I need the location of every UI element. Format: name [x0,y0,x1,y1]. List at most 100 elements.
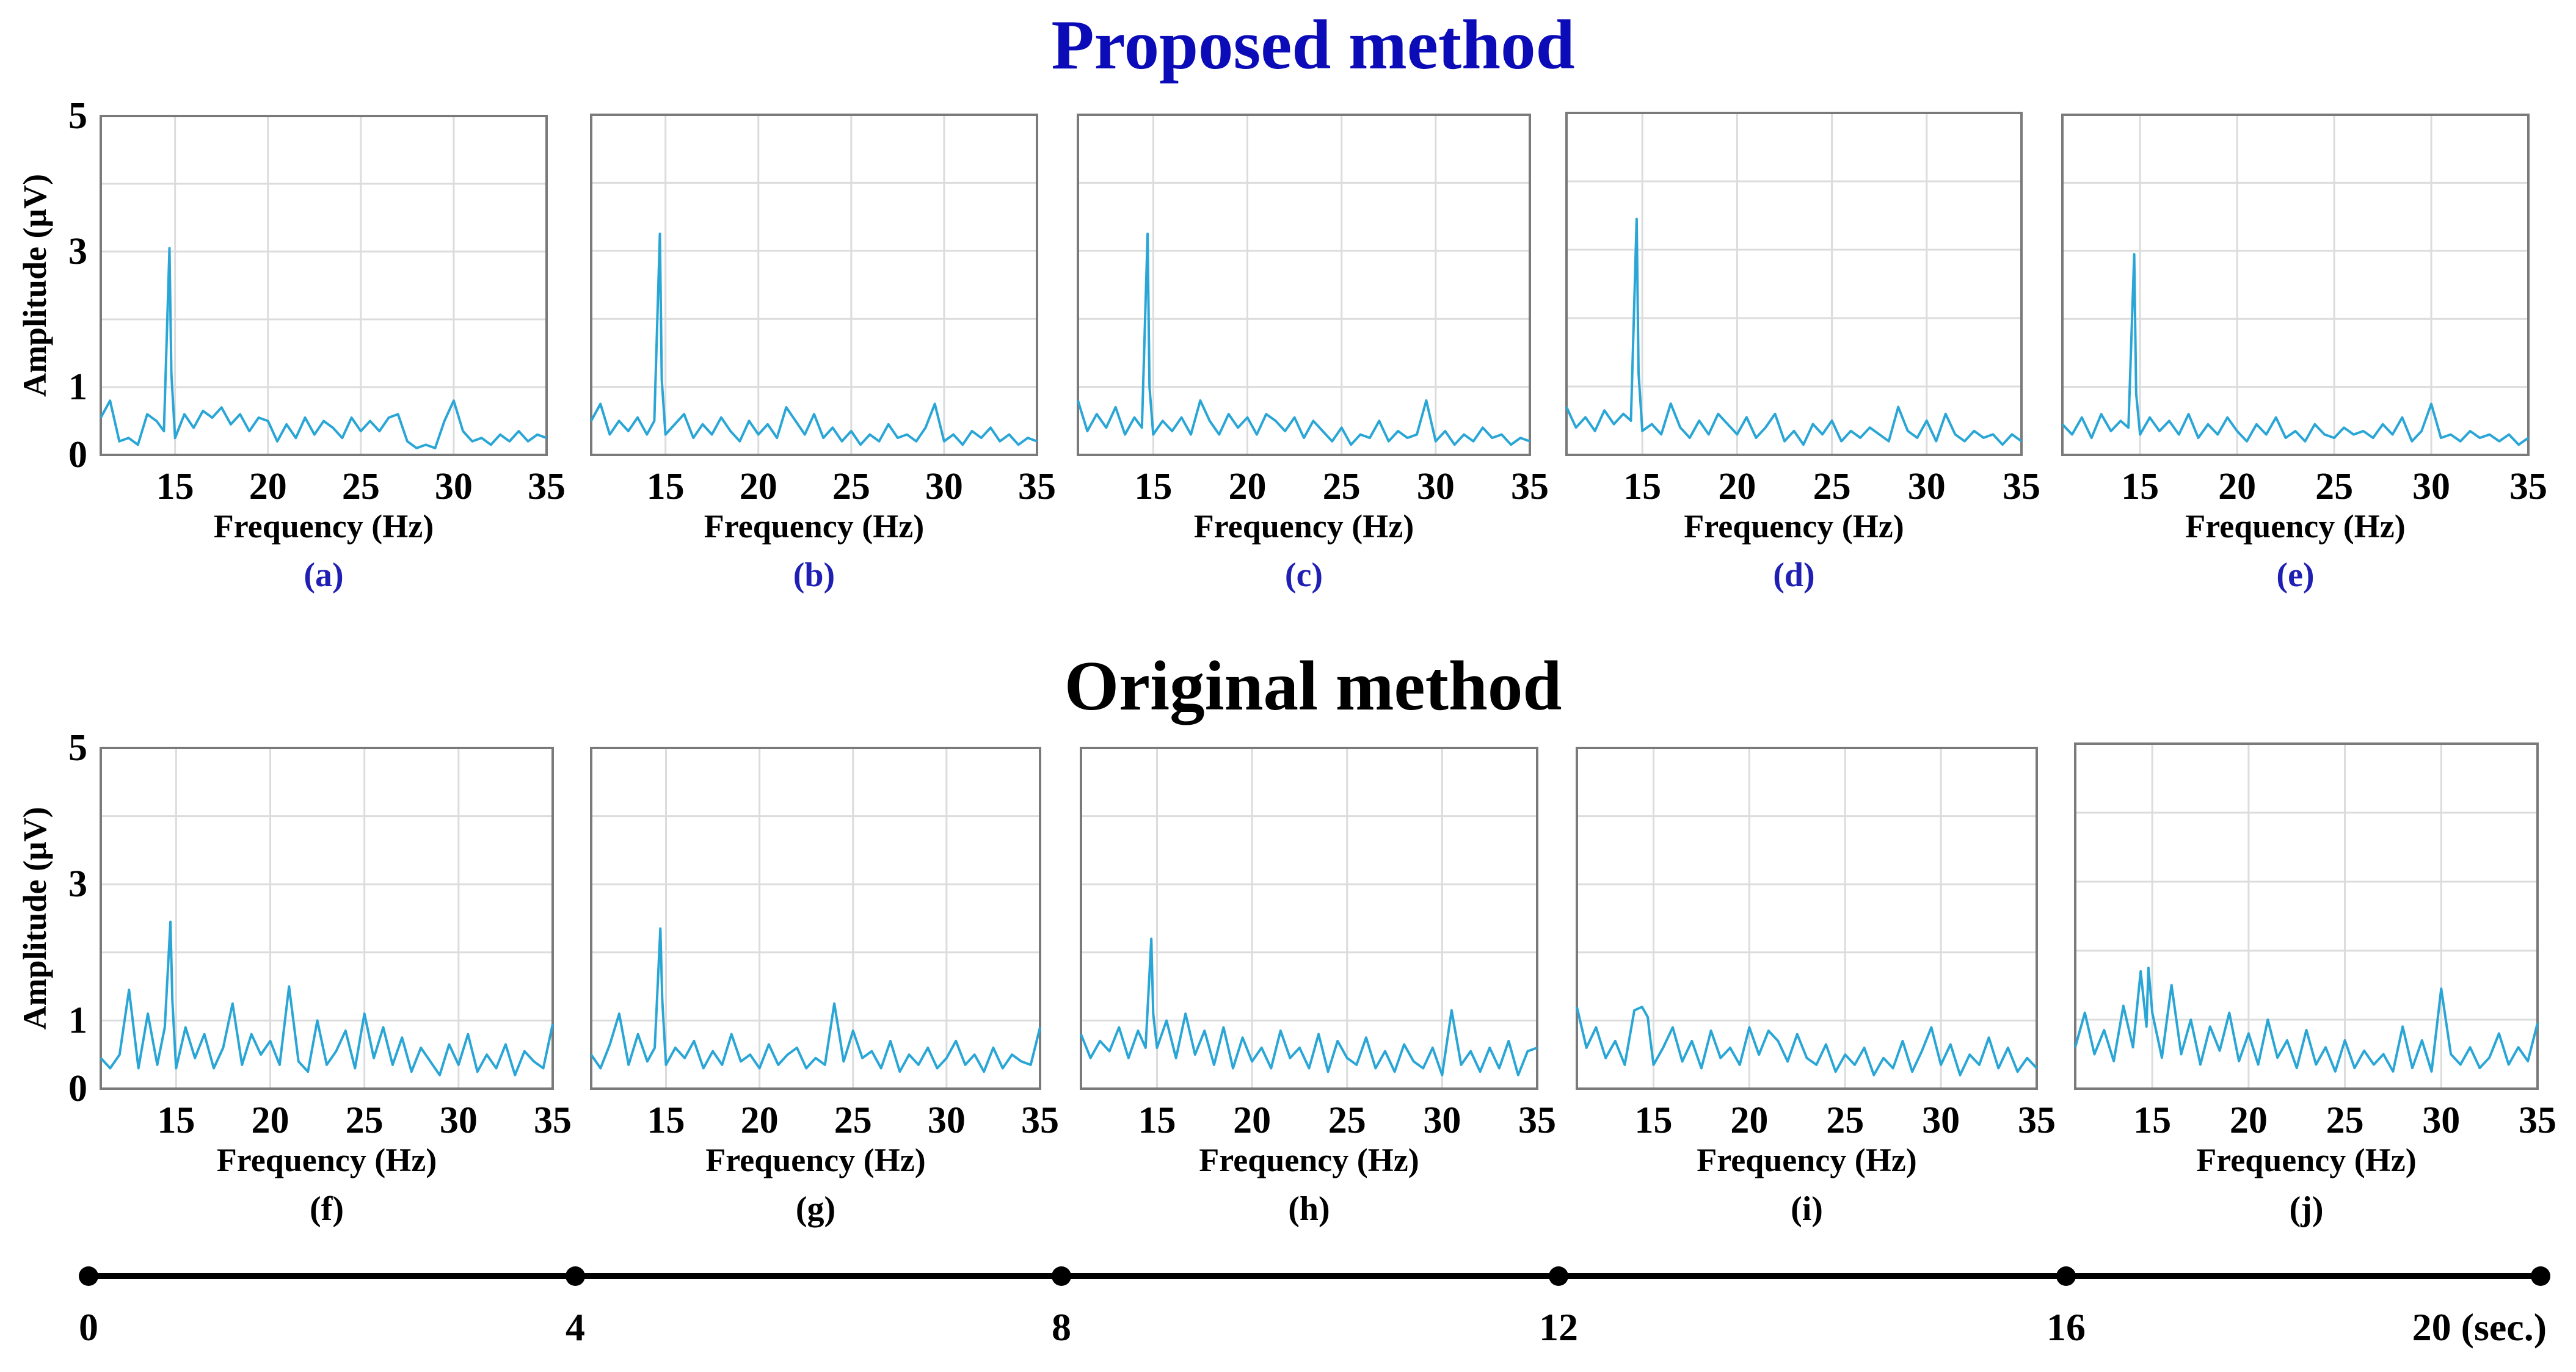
x-tick-label: 15 [1635,1100,1673,1141]
plot-frame [1565,112,2023,456]
x-tick-label: 25 [834,1100,872,1141]
panel-label: (d) [1773,556,1814,594]
chart-panel-g: 15 20 25 30 35 Frequency (Hz) (g) [590,747,1059,1228]
y-tick-label: 3 [68,863,87,905]
x-tick-label: 20 [1229,466,1267,507]
timeline-label: 8 [1052,1305,1071,1349]
x-tick-label: 20 [1718,466,1756,507]
timeline-label: 0 [79,1305,98,1349]
panel-label: (g) [796,1190,835,1228]
x-tick-label: 35 [1518,1100,1556,1141]
x-tick-label: 15 [2133,1100,2171,1141]
chart-panel-c: 15 20 25 30 35 Frequency (Hz) (c) [1077,114,1549,594]
x-tick-label: 20 [740,466,777,507]
panel-label: (f) [310,1190,344,1228]
x-axis-label: Frequency (Hz) [704,508,924,545]
timeline-label: 12 [1539,1305,1578,1349]
spectrum-line [2074,967,2539,1073]
spectrum-line [590,232,1038,446]
panel-label: (i) [1791,1190,1823,1228]
x-tick-label: 35 [2519,1100,2556,1141]
x-tick-label: 25 [2326,1100,2364,1141]
spectrum-line [2061,253,2530,446]
y-tick-label: 5 [68,95,87,137]
y-tick-label: 1 [68,366,87,408]
y-axis-label: Amplitude (μV) [16,174,53,397]
x-tick-label: 30 [2422,1100,2460,1141]
timeline-marker [79,1266,98,1286]
panel-label: (h) [1288,1190,1330,1228]
timeline-label: 4 [566,1305,585,1349]
x-tick-label: 35 [1511,466,1549,507]
x-tick-label: 20 [249,466,287,507]
spectrum-line [1077,232,1530,446]
x-axis-label: Frequency (Hz) [214,508,434,545]
spectrum-line [1080,937,1538,1076]
x-tick-label: 30 [1922,1100,1960,1141]
x-tick-label: 25 [346,1100,384,1141]
x-tick-label: 20 [2230,1100,2268,1141]
x-tick-label: 25 [1323,466,1361,507]
x-tick-label: 25 [2315,466,2353,507]
x-tick-label: 20 [2218,466,2256,507]
chart-panel-d: 15 20 25 30 35 Frequency (Hz) (d) [1565,112,2040,594]
x-tick-label: 15 [1138,1100,1176,1141]
x-tick-label: 20 [252,1100,289,1141]
section-title-proposed: Proposed method [1051,6,1574,84]
x-tick-label: 35 [2509,466,2547,507]
plot-frame [100,115,548,456]
spectrum-line [590,927,1041,1073]
y-tick-label: 5 [68,727,87,769]
x-axis-label: Frequency (Hz) [1199,1142,1419,1178]
plot-frame [100,747,554,1090]
spectrum-line [100,247,547,449]
x-axis-label: Frequency (Hz) [2196,1142,2416,1178]
x-tick-label: 30 [1417,466,1455,507]
panel-label: (a) [304,556,343,594]
x-tick-label: 35 [1018,466,1056,507]
x-axis-label: Frequency (Hz) [705,1142,925,1178]
x-tick-label: 35 [2018,1100,2056,1141]
x-tick-label: 15 [2121,466,2159,507]
plot-frame [2074,742,2539,1090]
timeline-marker [566,1266,585,1286]
x-tick-label: 30 [1423,1100,1461,1141]
y-tick-label: 1 [68,1000,87,1041]
x-tick-label: 35 [2003,466,2040,507]
x-axis-label: Frequency (Hz) [2185,508,2405,545]
timeline-label: 20 (sec.) [2412,1305,2547,1349]
x-tick-label: 25 [832,466,870,507]
panel-label: (j) [2290,1190,2324,1228]
section-title-original: Original method [1064,647,1562,725]
plot-frame [590,114,1038,456]
timeline: 0 4 8 12 16 20 (sec.) [79,1266,2550,1349]
chart-panel-i: 15 20 25 30 35 Frequency (Hz) (i) [1576,747,2056,1228]
chart-panel-b: 15 20 25 30 35 Frequency (Hz) (b) [590,114,1056,594]
x-axis-label: Frequency (Hz) [1684,508,1904,545]
timeline-marker [2056,1266,2076,1286]
x-tick-label: 35 [534,1100,572,1141]
x-tick-label: 25 [1328,1100,1366,1141]
x-tick-label: 30 [2412,466,2450,507]
plot-frame [2061,114,2530,456]
timeline-marker [2531,1266,2550,1286]
x-tick-label: 15 [647,1100,685,1141]
x-tick-label: 25 [342,466,380,507]
x-axis-label: Frequency (Hz) [1194,508,1414,545]
spectrum-line [1565,217,2023,446]
plot-frame [590,747,1041,1090]
x-tick-label: 30 [925,466,963,507]
x-tick-label: 35 [1021,1100,1059,1141]
x-axis-label: Frequency (Hz) [217,1142,437,1178]
x-tick-label: 25 [1826,1100,1864,1141]
x-tick-label: 25 [1813,466,1851,507]
x-tick-label: 20 [741,1100,779,1141]
y-tick-label: 3 [68,231,87,272]
y-axis-label: Amplitude (μV) [16,807,53,1029]
y-tick-label: 0 [68,1068,87,1109]
chart-panel-j: 15 20 25 30 35 Frequency (Hz) (j) [2074,742,2556,1228]
plot-frame [1576,747,2038,1090]
x-tick-label: 30 [928,1100,966,1141]
x-tick-label: 15 [1623,466,1661,507]
